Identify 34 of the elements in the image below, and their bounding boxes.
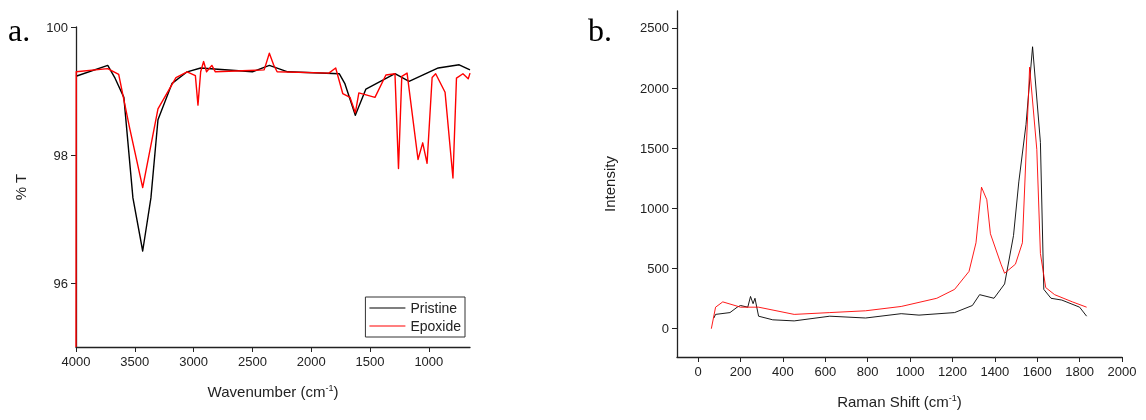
- x-tick-label: 600: [814, 364, 837, 379]
- y-axis-title: Intensity: [601, 155, 618, 212]
- y-tick-label: 2000: [640, 80, 669, 96]
- text: a.: [8, 12, 31, 48]
- x-tick-label: 4000: [61, 354, 91, 369]
- y-tick-label: 98: [53, 147, 68, 163]
- text: b.: [588, 12, 612, 48]
- x-tick-label: 800: [856, 364, 879, 379]
- y-tick-label: 96: [53, 275, 68, 291]
- x-tick-label: 2000: [296, 354, 326, 369]
- x-tick-label: 400: [772, 364, 794, 379]
- x-tick-label: 1600: [1022, 364, 1052, 379]
- x-tick-label: 1000: [895, 364, 925, 379]
- legend-label: Pristine: [410, 300, 458, 316]
- x-tick-label: 3500: [120, 354, 150, 369]
- line-series: [75, 64, 471, 252]
- y-tick-label: 1500: [640, 140, 669, 156]
- x-tick-label: 2500: [237, 354, 267, 369]
- x-tick-label: 0: [694, 364, 702, 379]
- y-tick-label: 2500: [640, 20, 669, 36]
- y-tick-label: 1000: [640, 200, 669, 216]
- x-tick-label: 1000: [414, 354, 444, 369]
- y-tick-label: 0: [661, 321, 669, 337]
- y-tick-label: 500: [647, 261, 669, 277]
- x-tick-label: 1800: [1065, 364, 1095, 379]
- x-tick-label: 1400: [980, 364, 1010, 379]
- x-tick-label: 1200: [938, 364, 967, 379]
- x-tick-label: 1500: [355, 354, 385, 369]
- x-tick-label: 3000: [179, 354, 209, 369]
- x-tick-label: 2000: [1107, 364, 1137, 379]
- y-axis-title: % T: [12, 173, 29, 201]
- y-tick-label: 100: [46, 19, 68, 35]
- legend-label: Epoxide: [410, 318, 462, 334]
- x-tick-label: 200: [729, 364, 752, 379]
